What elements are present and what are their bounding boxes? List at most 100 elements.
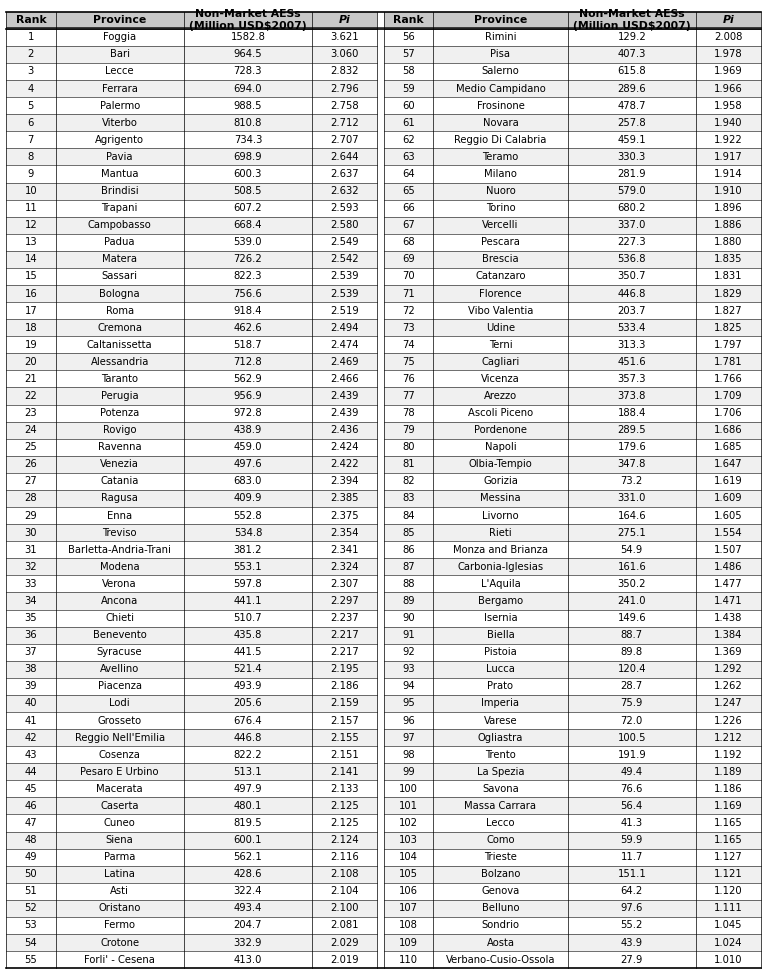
Text: Taranto: Taranto bbox=[101, 374, 138, 384]
Text: 1.471: 1.471 bbox=[714, 596, 742, 606]
Text: 109: 109 bbox=[399, 938, 418, 948]
Text: 6: 6 bbox=[28, 118, 34, 128]
Bar bbox=[377, 490, 384, 508]
Text: 1.880: 1.880 bbox=[714, 237, 742, 247]
Bar bbox=[184, 217, 312, 234]
Text: Viterbo: Viterbo bbox=[102, 118, 137, 128]
Bar bbox=[55, 627, 184, 644]
Text: Province: Province bbox=[474, 16, 527, 25]
Text: Ancona: Ancona bbox=[101, 596, 138, 606]
Bar bbox=[312, 439, 377, 456]
Bar bbox=[568, 746, 696, 763]
Bar bbox=[6, 456, 55, 472]
Bar bbox=[377, 797, 384, 814]
Text: 1.165: 1.165 bbox=[714, 835, 742, 845]
Bar bbox=[55, 780, 184, 797]
Text: 728.3: 728.3 bbox=[234, 66, 262, 76]
Bar bbox=[55, 814, 184, 832]
Text: 446.8: 446.8 bbox=[234, 733, 262, 743]
Bar bbox=[312, 661, 377, 677]
Text: 2.519: 2.519 bbox=[330, 305, 359, 315]
Text: 539.0: 539.0 bbox=[234, 237, 262, 247]
Text: Isernia: Isernia bbox=[484, 613, 517, 623]
Text: 2.494: 2.494 bbox=[331, 323, 359, 333]
Text: 98: 98 bbox=[403, 750, 415, 759]
Text: 407.3: 407.3 bbox=[617, 50, 646, 60]
Text: 96: 96 bbox=[402, 715, 415, 725]
Text: 60: 60 bbox=[403, 101, 415, 110]
Bar bbox=[312, 814, 377, 832]
Bar bbox=[312, 183, 377, 199]
Bar bbox=[6, 285, 55, 303]
Text: Enna: Enna bbox=[107, 510, 132, 520]
Bar bbox=[696, 131, 761, 148]
Bar bbox=[55, 763, 184, 780]
Text: 54: 54 bbox=[25, 938, 37, 948]
Text: Syracuse: Syracuse bbox=[97, 647, 143, 657]
Bar bbox=[568, 422, 696, 439]
Bar bbox=[55, 217, 184, 234]
Text: 600.1: 600.1 bbox=[234, 835, 262, 845]
Bar bbox=[377, 234, 384, 251]
Text: 597.8: 597.8 bbox=[234, 579, 262, 589]
Text: Lodi: Lodi bbox=[110, 699, 130, 709]
Text: 2.422: 2.422 bbox=[331, 460, 359, 469]
Text: Chieti: Chieti bbox=[105, 613, 134, 623]
Bar bbox=[55, 148, 184, 165]
Bar bbox=[377, 404, 384, 422]
Text: Caserta: Caserta bbox=[100, 801, 139, 811]
Bar bbox=[184, 12, 312, 28]
Bar bbox=[377, 609, 384, 627]
Text: Alessandria: Alessandria bbox=[91, 357, 149, 367]
Text: 2.469: 2.469 bbox=[331, 357, 359, 367]
Text: 521.4: 521.4 bbox=[234, 665, 262, 674]
Bar bbox=[6, 62, 55, 80]
Text: Parma: Parma bbox=[104, 852, 135, 862]
Bar bbox=[377, 166, 384, 183]
Bar bbox=[433, 712, 568, 729]
Bar bbox=[384, 951, 433, 968]
Bar bbox=[312, 695, 377, 712]
Bar bbox=[184, 695, 312, 712]
Bar bbox=[55, 729, 184, 746]
Text: 534.8: 534.8 bbox=[234, 528, 262, 538]
Bar bbox=[384, 353, 433, 370]
Bar bbox=[6, 336, 55, 353]
Bar bbox=[377, 285, 384, 303]
Bar bbox=[696, 661, 761, 677]
Text: 756.6: 756.6 bbox=[233, 289, 262, 299]
Bar bbox=[696, 114, 761, 131]
Bar bbox=[184, 183, 312, 199]
Bar bbox=[6, 644, 55, 661]
Bar bbox=[384, 507, 433, 524]
Bar bbox=[384, 797, 433, 814]
Bar bbox=[384, 62, 433, 80]
Text: 331.0: 331.0 bbox=[617, 494, 646, 504]
Text: 43.9: 43.9 bbox=[621, 938, 643, 948]
Bar bbox=[433, 541, 568, 558]
Bar bbox=[377, 319, 384, 336]
Bar bbox=[55, 695, 184, 712]
Text: 2.593: 2.593 bbox=[331, 203, 359, 213]
Bar bbox=[184, 336, 312, 353]
Bar bbox=[55, 29, 184, 46]
Text: 72: 72 bbox=[402, 305, 415, 315]
Bar bbox=[55, 387, 184, 404]
Bar bbox=[312, 268, 377, 285]
Bar bbox=[696, 12, 761, 28]
Text: Udine: Udine bbox=[486, 323, 515, 333]
Bar bbox=[433, 251, 568, 267]
Bar bbox=[377, 183, 384, 199]
Bar bbox=[377, 780, 384, 797]
Text: 2.424: 2.424 bbox=[331, 442, 359, 452]
Text: 2.385: 2.385 bbox=[331, 494, 359, 504]
Text: 52: 52 bbox=[25, 904, 38, 914]
Bar bbox=[696, 951, 761, 968]
Text: Rimini: Rimini bbox=[485, 32, 516, 42]
Bar bbox=[696, 439, 761, 456]
Bar bbox=[55, 677, 184, 695]
Text: 1.189: 1.189 bbox=[714, 767, 742, 777]
Bar bbox=[184, 114, 312, 131]
Bar bbox=[184, 627, 312, 644]
Text: 25: 25 bbox=[25, 442, 38, 452]
